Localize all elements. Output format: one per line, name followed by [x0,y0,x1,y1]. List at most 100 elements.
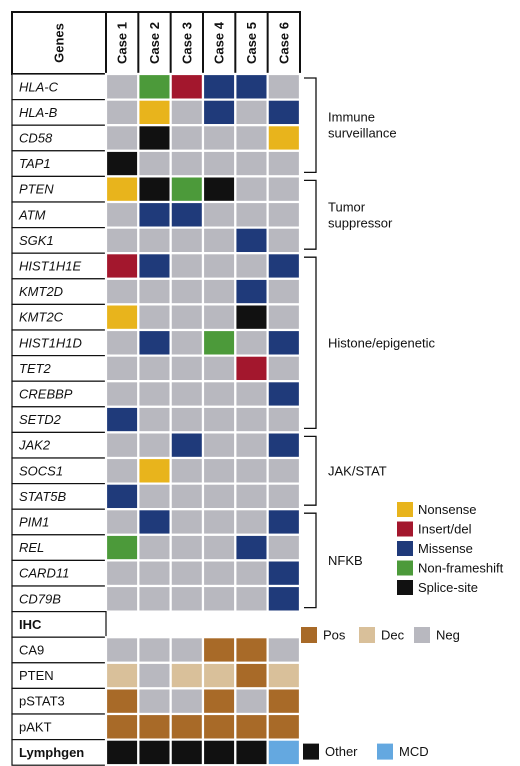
gene-row-cell [104,303,140,332]
gene-row-cell [137,380,172,408]
gene-row-cell [266,380,302,408]
gene-row-cell [169,226,205,255]
group-label: surveillance [328,126,397,141]
ihc-row-cell [234,661,269,690]
ihc-row-cell [201,712,237,741]
mutation-legend-swatch [397,541,413,556]
gene-row-cell [201,482,237,511]
gene-row-cell [201,252,237,280]
ihc-legend-swatch [359,627,375,643]
gene-row-cell [266,584,302,613]
gene-row-cell [201,124,237,152]
lymphgen-row-cell [104,738,140,766]
group-bracket [304,77,317,174]
gene-row-cell [169,380,205,408]
ihc-row-cell [137,712,172,741]
ihc-row-cell [201,636,237,664]
gene-row-cell [266,456,302,485]
gene-row-cell [234,277,269,306]
gene-row-cell [234,200,269,229]
gene-row-cell [234,149,269,178]
ihc-row-cell [169,712,205,741]
gene-row-cell [104,431,140,460]
gene-row-cell [104,149,140,178]
gene-row-cell [201,328,237,357]
lymphgen-legend-label: MCD [399,744,429,759]
gene-row-cell [169,72,205,101]
lymphgen-row-label: Lymphgen [19,745,84,760]
mutation-legend-label: Missense [418,541,473,556]
gene-row-cell [169,149,205,178]
gene-row-label: ATM [18,207,46,222]
ihc-header: IHC [19,617,42,632]
gene-row-cell [234,303,269,332]
gene-row-cell [137,328,172,357]
gene-row-cell [201,149,237,178]
ihc-row-label-box [11,636,107,664]
group-label: NFKB [328,553,363,568]
group-label: suppressor [328,215,393,230]
group-label: JAK/STAT [328,463,387,478]
gene-row-label-box [11,380,107,408]
case-header: Case 2 [147,22,162,64]
gene-row-cell [137,252,172,280]
gene-row-cell [201,277,237,306]
gene-row-cell [169,533,205,562]
lymphgen-row-cell [266,738,302,766]
gene-row-label-box [11,457,107,485]
ihc-legend-label: Pos [323,628,346,643]
gene-row-cell [169,431,205,460]
gene-row-cell [234,175,269,204]
gene-row-label: TET2 [19,361,52,376]
gene-row-cell [234,328,269,357]
ihc-legend-label: Neg [436,628,460,643]
lymphgen-legend-swatch [303,743,319,760]
gene-row-label: CD58 [19,131,53,146]
gene-row-cell [137,200,172,229]
gene-row-cell [201,200,237,229]
gene-row-cell [234,405,269,434]
group-label: Immune [328,110,375,125]
gene-row-cell [169,405,205,434]
gene-row-cell [137,431,172,460]
gene-row-cell [201,380,237,408]
gene-row-cell [266,252,302,280]
gene-row-cell [266,175,302,204]
gene-row-cell [104,456,140,485]
gene-row-label: HLA-C [19,79,59,94]
lymphgen-row-cell [137,738,172,766]
gene-row-label: REL [19,540,44,555]
case-header: Case 3 [179,22,194,64]
gene-row-cell [266,508,302,536]
gene-row-cell [137,482,172,511]
gene-row-cell [104,252,140,280]
ihc-row-cell [234,712,269,741]
gene-row-cell [234,354,269,383]
gene-row-label: HIST1H1E [19,259,81,274]
ihc-row-label: PTEN [19,668,54,683]
gene-row-label: SOCS1 [19,463,63,478]
gene-row-cell [137,533,172,562]
gene-row-cell [201,303,237,332]
ihc-row-cell [234,687,269,716]
gene-row-cell [137,559,172,588]
lymphgen-row-label-box [11,738,107,766]
lymphgen-row-cell [169,738,205,766]
gene-row-cell [266,149,302,178]
group-bracket [304,435,317,506]
ihc-row-cell [201,661,237,690]
group-label: Histone/epigenetic [328,335,435,350]
gene-row-cell [137,456,172,485]
gene-row-cell [137,303,172,332]
gene-row-cell [104,226,140,255]
ihc-row-label: pSTAT3 [19,694,65,709]
ihc-row-cell [266,687,302,716]
gene-row-label: SETD2 [19,412,62,427]
gene-row-label-box [11,150,107,178]
gene-row-cell [104,72,140,101]
gene-row-label: PTEN [19,182,54,197]
gene-row-label-box [11,278,107,305]
ihc-row-cell [234,636,269,664]
